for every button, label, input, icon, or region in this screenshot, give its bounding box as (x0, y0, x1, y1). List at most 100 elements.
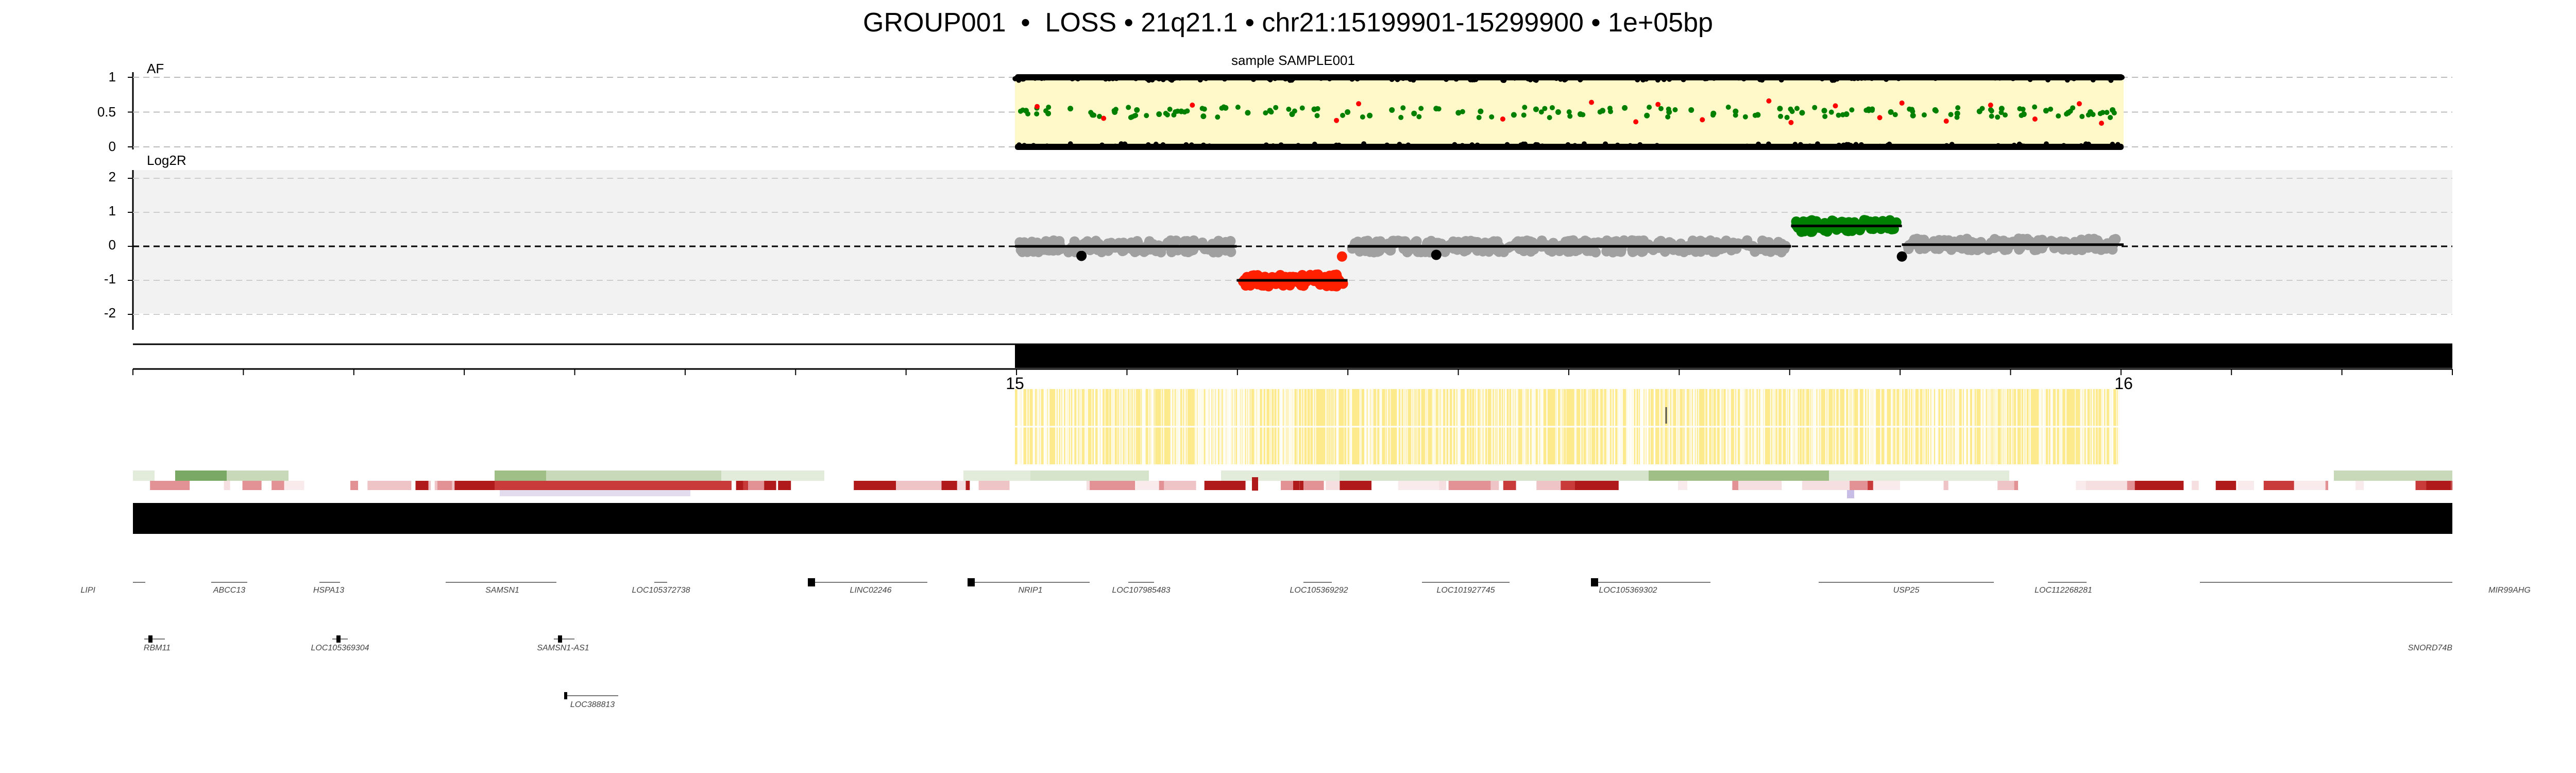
x-axis-ticks (132, 369, 2453, 375)
af-point-homozygous (1766, 141, 1771, 147)
af-point-homozygous (1970, 75, 1976, 80)
af-point-het (1163, 111, 1168, 116)
af-point-het (1020, 107, 1026, 113)
af-point-homozygous (1289, 76, 1295, 81)
af-point-homozygous (1088, 75, 1094, 80)
af-point-het (1933, 108, 1939, 114)
af-point-het (1988, 107, 1993, 112)
af-point-homozygous (1160, 77, 1166, 82)
af-point-homozygous (1556, 144, 1562, 149)
log2r-point (1585, 239, 1596, 250)
af-point-homozygous (2078, 143, 2084, 148)
log2r-point (1809, 216, 1820, 227)
af-point-het (1184, 108, 1190, 114)
af-point-homozygous (1528, 77, 1533, 82)
af-point-het (1658, 106, 1664, 111)
annotation-heat-cell (1340, 481, 1372, 490)
af-point-homozygous (1741, 76, 1747, 81)
af-point-homozygous (1563, 76, 1569, 82)
af-point-homozygous (1869, 76, 1875, 81)
sample-title: sample SAMPLE001 (1231, 53, 1355, 68)
af-point-het (1489, 114, 1495, 120)
af-point-het (1521, 112, 1527, 118)
af-point-het (1849, 107, 1855, 113)
annotation-heat-cell (2086, 481, 2127, 490)
af-point-het (1742, 114, 1748, 120)
af-point-homozygous (1361, 141, 1367, 147)
af-point-homozygous (1203, 76, 1209, 81)
annotation-heat-cell (1164, 481, 1196, 490)
annotation-heat-cell (1030, 470, 1149, 481)
annotation-heat-cell (1575, 481, 1619, 490)
af-point-het (1299, 105, 1305, 111)
log2r-point (1453, 237, 1464, 247)
af-panel (128, 74, 2452, 150)
af-point-het (1954, 114, 1960, 120)
af-point-imbalanced (1356, 101, 1362, 107)
annotation-heat-cell (415, 481, 429, 490)
log2r-axis-label: Log2R (147, 153, 187, 168)
af-point-het (1173, 109, 1178, 115)
af-point-homozygous (1877, 143, 1883, 149)
af-point-homozygous (1469, 142, 1475, 148)
af-point-homozygous (1075, 76, 1081, 81)
af-point-het (2090, 112, 2096, 117)
annotation-heat-cell (546, 470, 721, 481)
af-point-het (1400, 105, 1406, 111)
af-point-het (1979, 106, 1985, 111)
af-point-homozygous (2115, 142, 2121, 147)
af-point-homozygous (1736, 75, 1741, 81)
annotation-heat-cell (1943, 481, 1948, 490)
annotation-heat-cell (1204, 481, 1246, 490)
coverage-track (1015, 389, 2120, 464)
log2r-panel (128, 178, 2452, 315)
af-point-homozygous (1619, 75, 1624, 80)
gene-label: LINC02246 (850, 586, 892, 595)
af-point-imbalanced (1633, 119, 1639, 125)
af-point-het (1478, 108, 1484, 114)
log2r-point (1641, 239, 1652, 250)
af-point-het (2104, 110, 2110, 115)
gene-exon (808, 578, 815, 586)
af-point-het (1235, 105, 1241, 110)
af-point-imbalanced (2032, 116, 2038, 122)
log2r-point (1118, 245, 1129, 256)
af-point-homozygous (1444, 76, 1449, 82)
annotation-heat-cell (2451, 481, 2452, 490)
af-point-het (1821, 108, 1827, 114)
af-point-homozygous (1845, 142, 1851, 147)
annotation-heat-cell (1678, 481, 1688, 490)
annotation-heat-cell (2263, 481, 2294, 490)
af-point-het (1167, 107, 1173, 112)
af-point-homozygous (1557, 76, 1563, 82)
af-point-het (1292, 108, 1297, 114)
af-point-het (1948, 112, 1954, 117)
annotation-heat-cell (721, 470, 824, 481)
af-point-homozygous (1327, 76, 1332, 81)
af-point-homozygous (1355, 144, 1361, 149)
gene-label: LOC112268281 (2035, 586, 2092, 595)
af-point-homozygous (1270, 143, 1276, 149)
af-point-het (1921, 112, 1927, 118)
af-point-homozygous (1475, 142, 1480, 148)
af-point-het (1547, 115, 1552, 121)
af-point-het (1863, 107, 1869, 113)
annotation-heat-cell (1503, 481, 1516, 490)
af-point-homozygous (1851, 75, 1856, 81)
af-point-homozygous (1266, 76, 1272, 81)
af-point-homozygous (1208, 75, 1214, 80)
af-point-homozygous (1198, 76, 1204, 81)
af-tick-1: 1 (109, 69, 116, 85)
af-point-het (1555, 109, 1561, 115)
af-point-homozygous (1167, 76, 1173, 82)
af-point-homozygous (1798, 142, 1803, 147)
gene-label: LOC101927745 (1437, 586, 1495, 595)
af-point-het (1315, 106, 1320, 111)
af-point-homozygous (1222, 76, 1228, 82)
gene-exon (336, 635, 341, 643)
af-point-homozygous (1836, 142, 1842, 148)
page-title: GROUP001 • LOSS • 21q21.1 • chr21:151999… (863, 8, 1713, 38)
af-point-imbalanced (1788, 120, 1794, 125)
